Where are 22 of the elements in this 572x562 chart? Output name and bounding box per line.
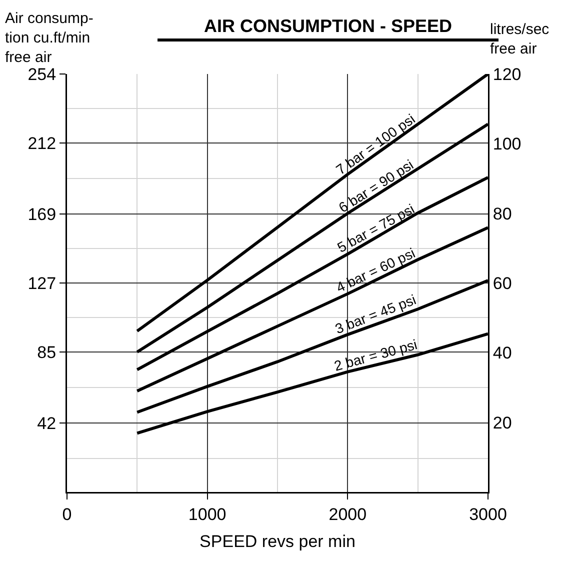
y-tick-label: 42 xyxy=(37,414,56,433)
y2-tick-label: 80 xyxy=(492,204,512,224)
y2-tick-label: 20 xyxy=(492,413,512,432)
y2-tick-label: 100 xyxy=(492,134,522,154)
x-tick-label: 0 xyxy=(62,504,72,524)
y-tick-label: 127 xyxy=(28,274,56,293)
y2-tick-label: 60 xyxy=(492,274,512,293)
x-tick-label: 3000 xyxy=(469,504,507,524)
y-tick-label: 169 xyxy=(28,204,56,224)
x-tick-label: 2000 xyxy=(328,504,367,524)
text: 3 bar = 45 psi xyxy=(332,291,418,337)
y-tick-label: 212 xyxy=(28,134,56,154)
y2-tick-label: 120 xyxy=(492,64,522,84)
y-axis-title: Air consump- tion cu.ft/min free air xyxy=(5,10,94,66)
text: 2 bar = 30 psi xyxy=(332,336,419,374)
y-tick-label: 85 xyxy=(37,343,56,362)
chart-title: AIR CONSUMPTION - SPEED xyxy=(204,16,452,36)
y2-axis-title: litres/sec free air xyxy=(490,21,550,58)
y-tick-label: 254 xyxy=(28,64,56,84)
x-tick-label: 1000 xyxy=(188,504,226,524)
y2-tick-label: 40 xyxy=(492,344,512,363)
x-axis-title: SPEED revs per min xyxy=(200,532,356,552)
